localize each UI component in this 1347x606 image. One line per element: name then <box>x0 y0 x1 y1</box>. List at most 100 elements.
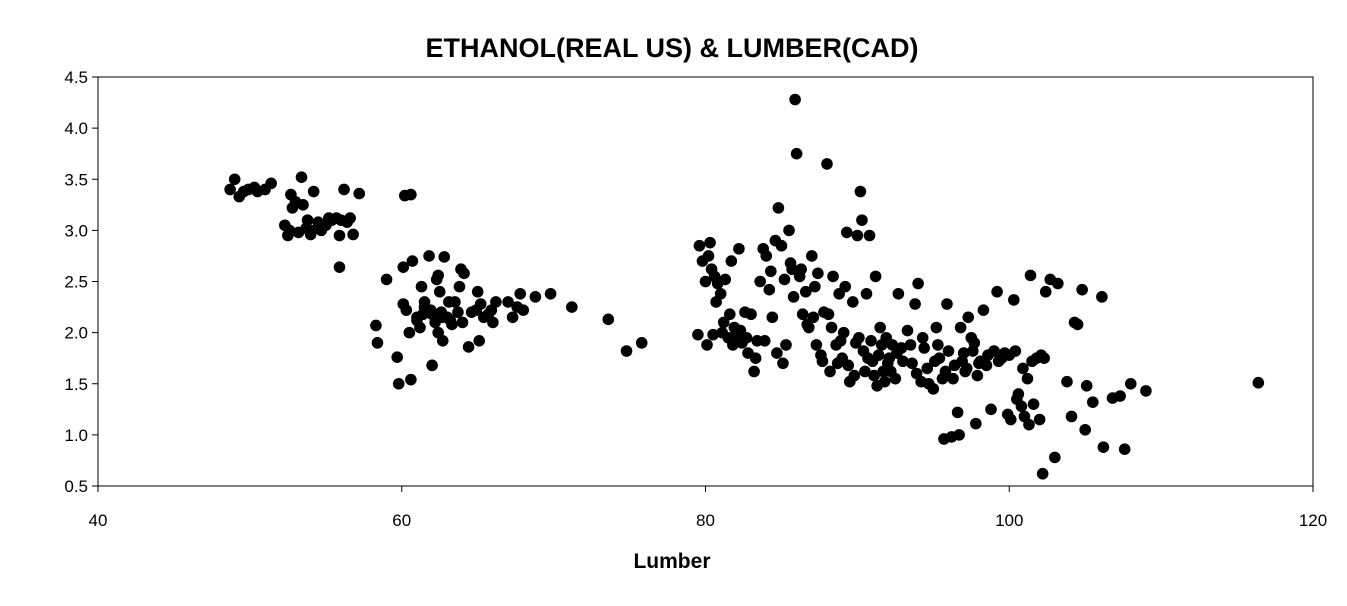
scatter-point <box>502 296 514 308</box>
scatter-point <box>403 326 416 339</box>
scatter-point <box>821 158 833 170</box>
scatter-point <box>1049 451 1061 464</box>
scatter-point <box>918 342 930 354</box>
scatter-point <box>224 183 236 196</box>
scatter-point <box>874 321 886 334</box>
scatter-point <box>566 301 578 313</box>
scatter-point <box>853 331 865 344</box>
scatter-point <box>784 257 797 269</box>
scatter-point <box>458 267 470 280</box>
scatter-point <box>426 359 438 372</box>
scatter-point <box>1079 423 1091 436</box>
scatter-point <box>795 263 807 276</box>
scatter-point <box>1140 385 1152 397</box>
scatter-point <box>790 147 803 160</box>
scatter-point <box>1052 277 1064 290</box>
scatter-point <box>812 267 824 280</box>
scatter-point <box>1033 413 1046 426</box>
scatter-point <box>473 335 486 347</box>
scatter-point <box>930 321 943 334</box>
scatter-point <box>851 229 864 242</box>
scatter-point <box>763 283 776 296</box>
x-tick-label: 60 <box>392 511 411 530</box>
scatter-point <box>875 339 888 351</box>
y-tick-label: 4.5 <box>64 68 88 87</box>
scatter-point <box>878 375 891 388</box>
scatter-point <box>1039 285 1052 298</box>
scatter-point <box>909 298 921 310</box>
scatter-point <box>307 185 320 198</box>
scatter-point <box>807 311 820 324</box>
scatter-point <box>856 214 868 226</box>
scatter-point <box>884 365 897 378</box>
scatter-point <box>411 311 423 324</box>
scatter-point <box>265 177 277 190</box>
scatter-point <box>462 341 475 353</box>
scatter-point <box>514 287 527 300</box>
scatter-point <box>517 304 530 316</box>
x-axis-label: Lumber <box>633 550 710 573</box>
scatter-point <box>922 377 935 390</box>
scatter-point <box>748 365 760 378</box>
scatter-point <box>704 236 716 249</box>
scatter-point <box>962 311 975 324</box>
scatter-point <box>453 280 466 293</box>
scatter-point <box>810 339 823 351</box>
scatter-point <box>862 352 874 364</box>
scatter-point <box>967 345 979 357</box>
scatter-point <box>506 311 519 324</box>
scatter-point <box>825 321 838 334</box>
x-tick-label: 120 <box>1299 511 1327 530</box>
scatter-point <box>947 372 959 385</box>
scatter-point <box>942 345 955 357</box>
scatter-point <box>1114 390 1126 402</box>
scatter-point <box>1004 413 1017 426</box>
scatter-point <box>347 228 359 241</box>
y-axis: 0.5 1.0 1.5 2.0 2.5 3.0 3.5 4.0 4.5 <box>64 68 98 496</box>
scatter-point <box>796 308 809 321</box>
scatter-point <box>602 313 615 326</box>
scatter-point <box>992 355 1005 368</box>
scatter-point <box>405 188 417 201</box>
chart-title: ETHANOL(REAL US) & LUMBER(CAD) <box>426 33 919 63</box>
scatter-point <box>772 202 785 214</box>
scatter-point <box>771 347 783 359</box>
scatter-point <box>760 250 773 262</box>
scatter-point <box>1038 352 1050 364</box>
scatter-point <box>977 304 990 316</box>
scatter-point <box>868 369 880 382</box>
scatter-point <box>799 285 812 298</box>
scatter-point <box>754 275 766 288</box>
scatter-point <box>1071 318 1084 331</box>
scatter-point <box>932 339 944 351</box>
scatter-point <box>438 251 451 263</box>
scatter-point <box>487 316 499 329</box>
scatter-point <box>727 339 739 351</box>
scatter-point <box>840 226 853 239</box>
scatter-point <box>859 365 871 378</box>
scatter-point <box>714 287 727 300</box>
scatter-point <box>783 224 795 237</box>
scatter-point <box>449 296 461 308</box>
scatter-point <box>954 321 967 334</box>
scatter-point <box>297 199 309 211</box>
scatter-point <box>724 308 736 321</box>
scatter-point <box>1065 410 1078 423</box>
scatter-point <box>1086 396 1099 408</box>
scatter-point <box>333 229 346 242</box>
scatter-point <box>1252 376 1265 389</box>
scatter-point <box>1015 400 1028 413</box>
scatter-point <box>635 337 648 349</box>
scatter-point <box>444 314 457 327</box>
scatter-point <box>719 273 732 286</box>
scatter-point <box>529 291 542 303</box>
scatter-point <box>1124 377 1137 390</box>
scatter-point <box>789 93 801 106</box>
scatter-point <box>941 298 953 310</box>
scatter-point <box>745 308 757 321</box>
scatter-point <box>733 242 745 255</box>
scatter-point <box>1009 345 1022 357</box>
scatter-point <box>872 349 885 361</box>
scatter-point <box>1080 379 1093 392</box>
